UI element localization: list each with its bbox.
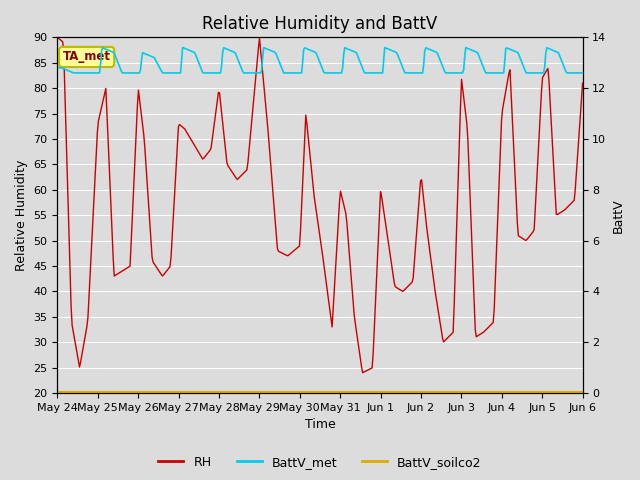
Legend: RH, BattV_met, BattV_soilco2: RH, BattV_met, BattV_soilco2 (154, 451, 486, 474)
Y-axis label: Relative Humidity: Relative Humidity (15, 159, 28, 271)
Text: TA_met: TA_met (63, 50, 111, 63)
Y-axis label: BattV: BattV (612, 198, 625, 232)
Title: Relative Humidity and BattV: Relative Humidity and BattV (202, 15, 438, 33)
X-axis label: Time: Time (305, 419, 335, 432)
